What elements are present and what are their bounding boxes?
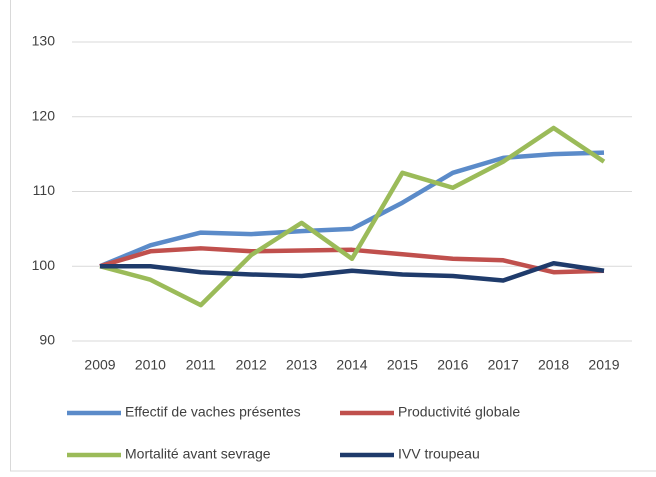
y-tick-label: 90 [39,332,55,348]
x-tick-label: 2013 [286,357,317,373]
x-tick-label: 2011 [186,357,216,373]
x-tick-label: 2012 [236,357,267,373]
legend-label: IVV troupeau [398,446,480,462]
x-tick-label: 2019 [588,357,619,373]
legend-label: Mortalité avant sevrage [125,446,271,462]
series-line [100,261,605,283]
y-tick-label: 100 [32,257,56,273]
y-tick-label: 130 [32,33,56,49]
series-line [99,150,605,269]
y-tick-label: 110 [33,182,56,198]
x-tick-label: 2018 [538,357,569,373]
series-line [99,246,605,275]
x-tick-label: 2015 [387,357,418,373]
series-line [99,125,606,308]
chart-frame [10,0,656,472]
x-tick-label: 2014 [336,357,367,373]
y-tick-label: 120 [32,107,56,123]
x-tick-label: 2017 [488,357,519,373]
legend-label: Productivité globale [398,404,520,420]
x-tick-label: 2010 [135,357,166,373]
x-tick-label: 2009 [84,357,115,373]
x-tick-label: 2016 [437,357,468,373]
legend-label: Effectif de vaches présentes [125,404,301,420]
